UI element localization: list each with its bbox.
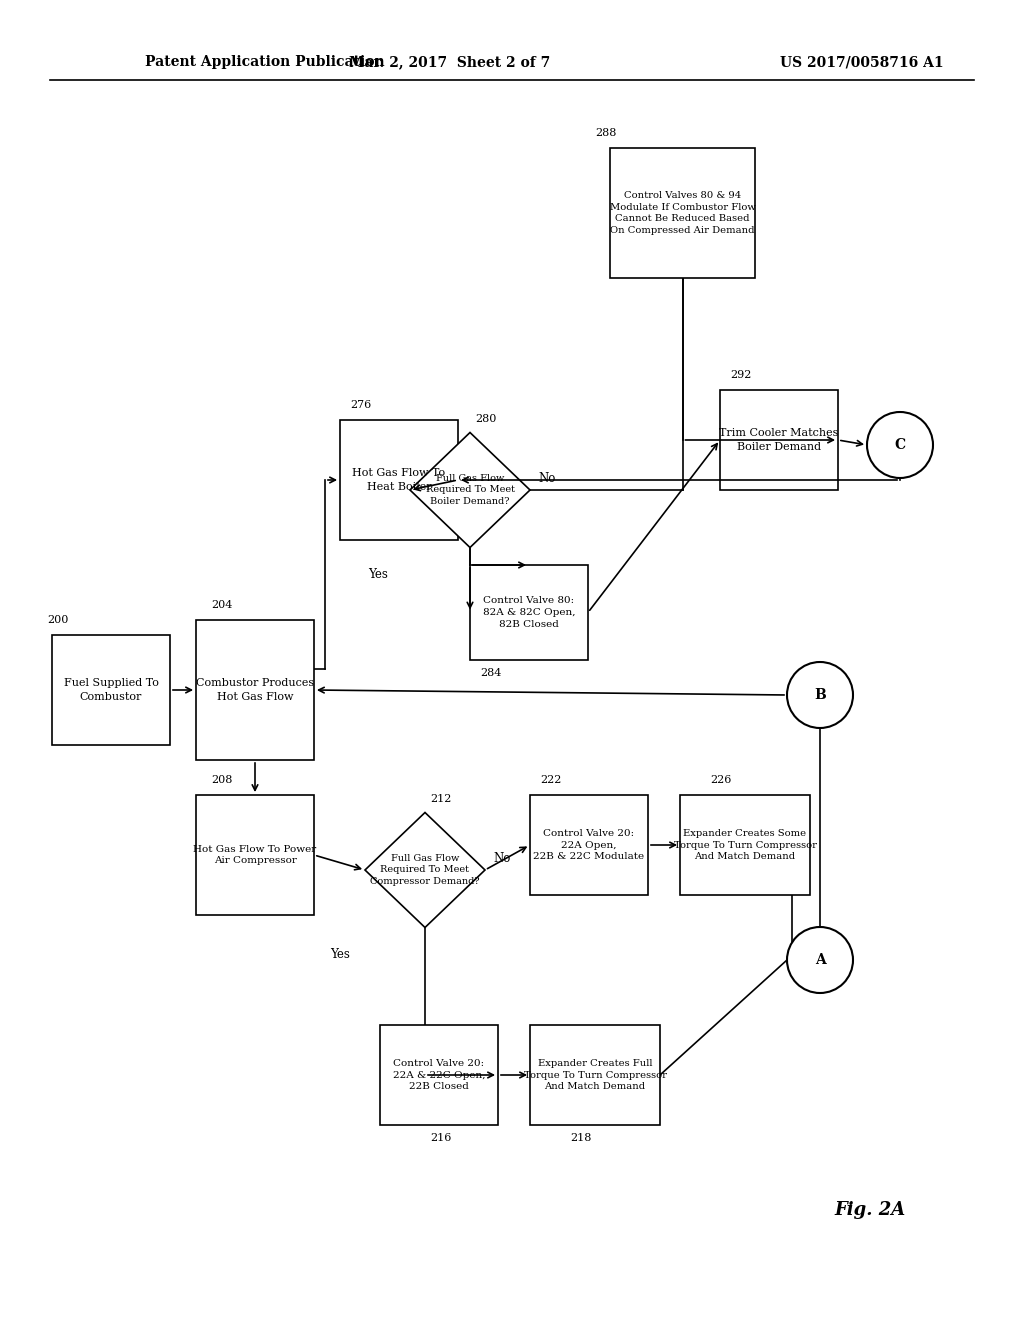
Bar: [196, 620, 314, 760]
Bar: [340, 420, 458, 540]
Text: 222: 222: [540, 775, 561, 785]
Text: Hot Gas Flow To
Heat Boiler: Hot Gas Flow To Heat Boiler: [352, 469, 445, 491]
Bar: [380, 1026, 498, 1125]
Text: 288: 288: [595, 128, 616, 139]
Text: Yes: Yes: [368, 568, 388, 581]
Text: 212: 212: [430, 795, 452, 804]
Text: C: C: [894, 438, 905, 451]
Text: Fuel Supplied To
Combustor: Fuel Supplied To Combustor: [63, 678, 159, 702]
Text: Control Valve 20:
22A Open,
22B & 22C Modulate: Control Valve 20: 22A Open, 22B & 22C Mo…: [534, 829, 644, 862]
Text: Combustor Produces
Hot Gas Flow: Combustor Produces Hot Gas Flow: [196, 678, 314, 702]
Text: Expander Creates Full
Torque To Turn Compressor
And Match Demand: Expander Creates Full Torque To Turn Com…: [523, 1059, 667, 1092]
Bar: [530, 795, 648, 895]
Text: 208: 208: [211, 775, 232, 785]
Circle shape: [867, 412, 933, 478]
Text: 204: 204: [211, 601, 232, 610]
Text: US 2017/0058716 A1: US 2017/0058716 A1: [780, 55, 944, 69]
Text: 292: 292: [730, 370, 752, 380]
Text: Control Valves 80 & 94
Modulate If Combustor Flow
Cannot Be Reduced Based
On Com: Control Valves 80 & 94 Modulate If Combu…: [609, 191, 756, 235]
Circle shape: [787, 663, 853, 729]
Text: Mar. 2, 2017  Sheet 2 of 7: Mar. 2, 2017 Sheet 2 of 7: [349, 55, 551, 69]
Text: Hot Gas Flow To Power
Air Compressor: Hot Gas Flow To Power Air Compressor: [194, 845, 316, 866]
Bar: [52, 635, 170, 744]
Text: 200: 200: [47, 615, 69, 624]
Text: Yes: Yes: [330, 948, 350, 961]
Text: 276: 276: [350, 400, 372, 411]
Text: Full Gas Flow
Required To Meet
Boiler Demand?: Full Gas Flow Required To Meet Boiler De…: [426, 474, 514, 506]
Polygon shape: [365, 813, 485, 928]
Text: Expander Creates Some
Torque To Turn Compressor
And Match Demand: Expander Creates Some Torque To Turn Com…: [674, 829, 816, 862]
Text: Control Valve 80:
82A & 82C Open,
82B Closed: Control Valve 80: 82A & 82C Open, 82B Cl…: [482, 597, 575, 628]
Bar: [530, 1026, 660, 1125]
Bar: [680, 795, 810, 895]
Text: Fig. 2A: Fig. 2A: [835, 1201, 905, 1218]
Bar: [610, 148, 755, 279]
Text: 226: 226: [710, 775, 731, 785]
Text: 218: 218: [570, 1133, 592, 1143]
Text: Full Gas Flow
Required To Meet
Compressor Demand?: Full Gas Flow Required To Meet Compresso…: [371, 854, 480, 886]
Circle shape: [787, 927, 853, 993]
Text: No: No: [493, 851, 510, 865]
Text: B: B: [814, 688, 826, 702]
Text: 216: 216: [430, 1133, 452, 1143]
Text: 284: 284: [480, 668, 502, 678]
Bar: [196, 795, 314, 915]
Bar: [470, 565, 588, 660]
Bar: [720, 389, 838, 490]
Text: No: No: [538, 471, 555, 484]
Text: Trim Cooler Matches
Boiler Demand: Trim Cooler Matches Boiler Demand: [719, 429, 839, 451]
Text: Control Valve 20:
22A & 22C Open,
22B Closed: Control Valve 20: 22A & 22C Open, 22B Cl…: [393, 1059, 485, 1092]
Polygon shape: [410, 433, 530, 548]
Text: A: A: [815, 953, 825, 968]
Text: 280: 280: [475, 414, 497, 425]
Text: Patent Application Publication: Patent Application Publication: [145, 55, 385, 69]
